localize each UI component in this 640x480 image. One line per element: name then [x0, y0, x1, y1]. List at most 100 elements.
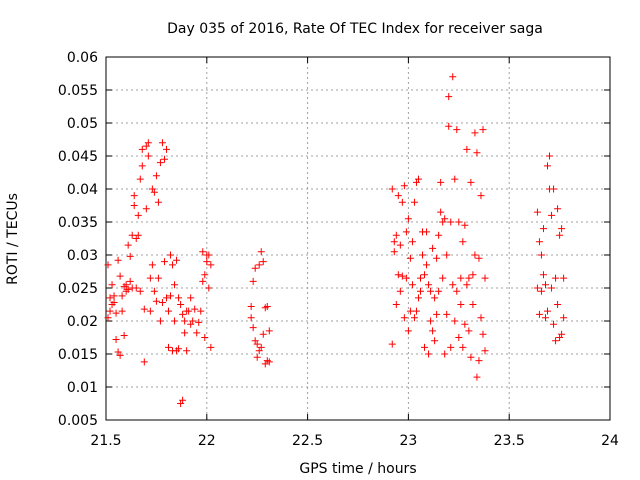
data-point [408, 281, 416, 289]
data-point [181, 329, 189, 337]
data-point [539, 225, 547, 233]
data-point [441, 215, 449, 223]
data-point [433, 310, 441, 318]
data-point [126, 252, 134, 260]
data-point [465, 274, 473, 282]
data-point [445, 122, 453, 130]
data-point [195, 318, 203, 326]
data-point [138, 145, 146, 153]
data-point [537, 251, 545, 259]
data-point [459, 238, 467, 246]
data-point [537, 287, 545, 295]
data-point [560, 314, 568, 322]
data-point [150, 287, 158, 295]
data-point [118, 292, 126, 300]
data-point [402, 228, 410, 236]
data-point [185, 307, 193, 315]
data-point [461, 221, 469, 229]
data-point [423, 261, 431, 269]
data-point [443, 310, 451, 318]
data-points [104, 73, 568, 407]
y-tick-label: 0.045 [58, 149, 98, 165]
data-point [249, 277, 257, 285]
data-point [396, 241, 404, 249]
data-point [453, 287, 461, 295]
data-point [138, 162, 146, 170]
data-point [455, 334, 463, 341]
data-point [437, 208, 445, 216]
data-point [203, 258, 211, 266]
x-axis-label: GPS time / hours [299, 461, 416, 477]
data-point [130, 192, 138, 200]
data-point [473, 149, 481, 157]
data-point [175, 294, 183, 302]
data-point [390, 238, 398, 246]
data-point [388, 340, 396, 348]
data-point [108, 281, 116, 289]
data-point [104, 314, 112, 322]
data-point [104, 261, 112, 269]
ticks: 0.005 0.01 0.015 0.02 0.025 0.03 0.035 0.04 0.04… [58, 50, 619, 449]
data-point [388, 185, 396, 193]
data-point [146, 274, 154, 282]
data-point [406, 307, 414, 315]
data-point [265, 358, 273, 366]
data-point [471, 129, 479, 137]
data-point [201, 334, 209, 341]
data-point [154, 198, 162, 206]
data-point [554, 205, 562, 213]
data-point [156, 159, 164, 167]
data-point [207, 343, 215, 351]
data-point [431, 337, 439, 345]
data-point [402, 274, 410, 282]
data-point [152, 172, 160, 180]
data-point [156, 317, 164, 325]
data-point [550, 320, 558, 328]
y-tick-label: 0.02 [67, 314, 98, 330]
data-point [535, 310, 543, 318]
data-point [457, 301, 465, 308]
data-point [435, 231, 443, 239]
data-point [447, 218, 455, 226]
data-point [400, 182, 408, 190]
data-point [479, 126, 487, 134]
plot-frame [105, 56, 611, 421]
y-tick-label: 0.01 [67, 380, 98, 396]
data-point [429, 244, 437, 252]
data-point [437, 178, 445, 186]
data-point [398, 272, 406, 280]
data-point [469, 301, 477, 308]
data-point [439, 274, 447, 282]
data-point [144, 139, 152, 147]
data-point [416, 274, 424, 282]
data-point [106, 294, 114, 302]
data-point [112, 335, 120, 343]
data-point [453, 126, 461, 134]
data-point [443, 251, 451, 259]
data-point [404, 215, 412, 223]
data-point [177, 301, 185, 308]
data-point [106, 307, 114, 315]
data-point [140, 305, 148, 313]
data-point [467, 178, 475, 186]
data-point [421, 343, 429, 351]
data-point [162, 145, 170, 153]
y-tick-label: 0.03 [67, 248, 98, 264]
data-point [552, 337, 560, 345]
data-point [118, 307, 126, 315]
data-point [558, 330, 566, 338]
data-point [481, 274, 489, 282]
x-tick-label: 23 [399, 433, 417, 449]
data-point [134, 211, 142, 219]
data-point [431, 294, 439, 302]
data-point [469, 271, 477, 279]
data-point [548, 284, 556, 292]
data-point [447, 343, 455, 351]
x-tick-label: 21.5 [90, 433, 121, 449]
data-point [410, 314, 418, 322]
data-point [167, 251, 175, 259]
data-point [249, 324, 257, 332]
y-tick-label: 0.015 [58, 347, 98, 363]
data-point [112, 309, 120, 317]
data-point [471, 251, 479, 259]
